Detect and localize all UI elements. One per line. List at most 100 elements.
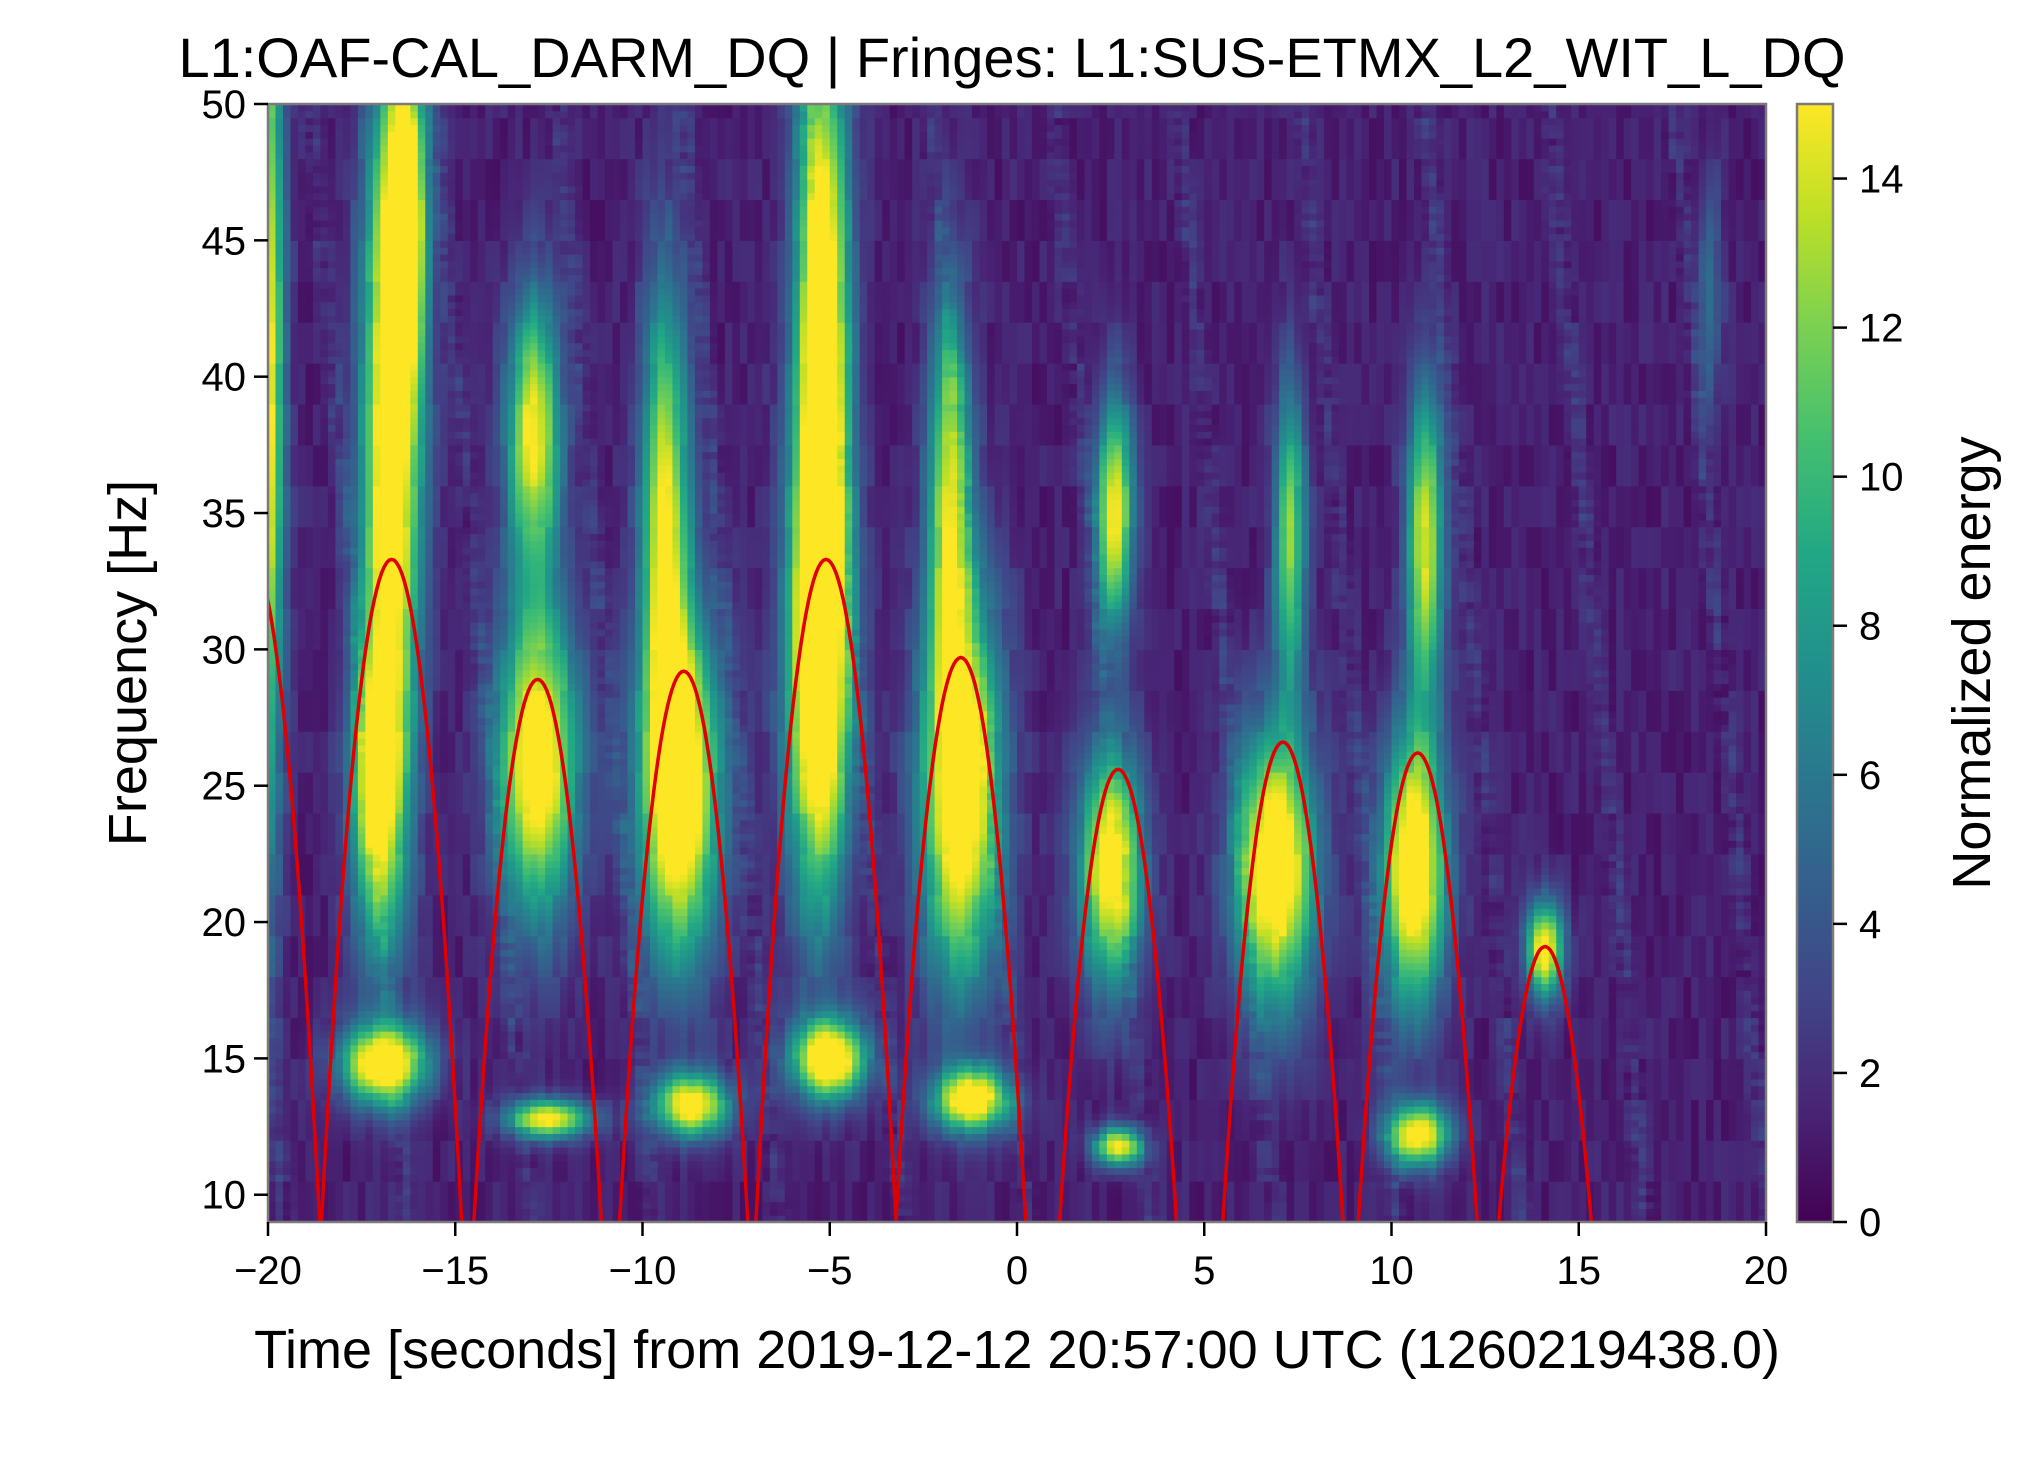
- heatmap-cell: [305, 772, 314, 780]
- heatmap-cell: [357, 581, 366, 589]
- heatmap-cell: [282, 847, 292, 855]
- heatmap-cell: [357, 1208, 366, 1216]
- heatmap-cell: [402, 438, 411, 446]
- heatmap-cell: [342, 1160, 351, 1169]
- heatmap-cell: [440, 131, 449, 139]
- heatmap-cell: [455, 676, 464, 685]
- heatmap-cell: [395, 908, 404, 916]
- heatmap-cell: [395, 131, 404, 139]
- heatmap-cell: [425, 199, 434, 207]
- heatmap-cell: [380, 349, 389, 357]
- heatmap-cell: [485, 206, 494, 214]
- heatmap-cell: [410, 1051, 419, 1059]
- heatmap-cell: [485, 901, 494, 910]
- heatmap-cell: [440, 451, 449, 460]
- heatmap-cell: [327, 799, 337, 807]
- heatmap-cell: [432, 1133, 441, 1141]
- heatmap-cell: [425, 990, 434, 998]
- heatmap-cell: [455, 390, 464, 398]
- heatmap-cell: [455, 581, 464, 589]
- heatmap-cell: [425, 1181, 434, 1189]
- heatmap-cell: [402, 724, 411, 732]
- heatmap-cell: [350, 812, 359, 821]
- heatmap-cell: [380, 928, 389, 937]
- heatmap-cell: [485, 826, 494, 835]
- heatmap-cell: [268, 765, 277, 773]
- heatmap-cell: [342, 342, 351, 351]
- heatmap-cell: [477, 253, 486, 262]
- heatmap-cell: [275, 260, 284, 269]
- heatmap-cell: [350, 608, 359, 616]
- heatmap-cell: [305, 737, 314, 746]
- heatmap-cell: [425, 328, 434, 337]
- heatmap-cell: [275, 949, 284, 957]
- heatmap-cell: [380, 431, 389, 439]
- heatmap-cell: [425, 1106, 434, 1114]
- heatmap-cell: [477, 356, 486, 364]
- heatmap-cell: [417, 731, 426, 739]
- heatmap-cell: [395, 513, 404, 521]
- heatmap-cell: [282, 819, 292, 828]
- heatmap-cell: [470, 485, 479, 494]
- heatmap-cell: [350, 472, 359, 480]
- heatmap-cell: [462, 772, 471, 780]
- heatmap-cell: [320, 253, 329, 262]
- heatmap-cell: [477, 226, 486, 235]
- heatmap-cell: [275, 308, 284, 316]
- heatmap-cell: [485, 778, 494, 787]
- heatmap-cell: [275, 417, 284, 426]
- heatmap-cell: [365, 267, 374, 276]
- heatmap-cell: [440, 983, 449, 991]
- heatmap-cell: [477, 663, 486, 671]
- heatmap-cell: [282, 192, 292, 201]
- heatmap-cell: [365, 860, 374, 869]
- heatmap-cell: [342, 438, 351, 446]
- heatmap-cell: [432, 1037, 441, 1046]
- heatmap-cell: [425, 547, 434, 555]
- heatmap-cell: [485, 847, 494, 855]
- heatmap-cell: [387, 1147, 396, 1155]
- heatmap-cell: [327, 438, 337, 446]
- heatmap-cell: [350, 717, 359, 725]
- heatmap-cell: [432, 1194, 441, 1203]
- heatmap-cell: [395, 628, 404, 637]
- heatmap-cell: [470, 710, 479, 719]
- heatmap-cell: [342, 1112, 351, 1121]
- heatmap-cell: [372, 690, 381, 698]
- heatmap-cell: [410, 601, 419, 610]
- heatmap-cell: [455, 513, 464, 521]
- heatmap-cell: [305, 1106, 314, 1114]
- heatmap-cell: [402, 301, 411, 310]
- heatmap-cell: [387, 547, 396, 555]
- heatmap-cell: [402, 683, 411, 691]
- heatmap-cell: [380, 860, 389, 869]
- heatmap-cell: [312, 1112, 322, 1121]
- heatmap-cell: [447, 594, 456, 603]
- heatmap-cell: [335, 219, 344, 228]
- heatmap-cell: [320, 349, 329, 357]
- heatmap-cell: [387, 847, 396, 855]
- heatmap-cell: [387, 185, 396, 194]
- heatmap-cell: [395, 526, 404, 535]
- heatmap-cell: [477, 369, 486, 378]
- heatmap-cell: [320, 969, 329, 978]
- heatmap-cell: [335, 983, 344, 991]
- heatmap-cell: [357, 942, 366, 950]
- heatmap-cell: [305, 219, 314, 228]
- heatmap-cell: [290, 199, 299, 207]
- heatmap-cell: [462, 1051, 471, 1059]
- heatmap-cell: [312, 185, 322, 194]
- heatmap-cell: [395, 1153, 404, 1162]
- heatmap-cell: [462, 274, 471, 282]
- heatmap-cell: [320, 376, 329, 385]
- heatmap-cell: [290, 758, 299, 766]
- heatmap-cell: [342, 1085, 351, 1094]
- heatmap-cell: [455, 847, 464, 855]
- heatmap-cell: [402, 369, 411, 378]
- heatmap-cell: [297, 826, 307, 835]
- heatmap-cell: [268, 417, 277, 426]
- heatmap-cell: [462, 615, 471, 623]
- heatmap-cell: [268, 499, 277, 507]
- heatmap-cell: [470, 676, 479, 685]
- heatmap-cell: [282, 703, 292, 712]
